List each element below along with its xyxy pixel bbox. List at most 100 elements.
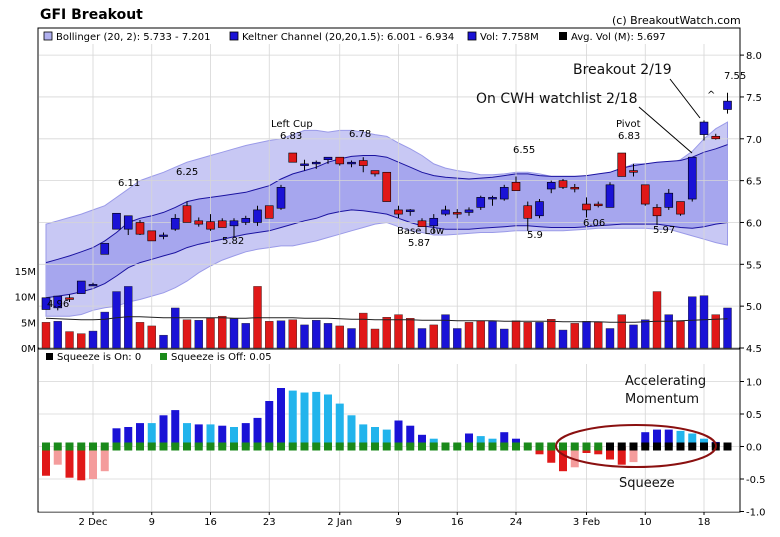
momentum-bar <box>688 433 697 447</box>
volume-tick-label: 10M <box>15 293 36 304</box>
candle-body <box>123 215 133 230</box>
squeeze-dot <box>547 442 556 451</box>
volume-bar <box>594 322 603 349</box>
volume-bar <box>218 315 227 349</box>
momentum-bar <box>136 423 144 447</box>
watchlist-pointer <box>638 106 693 154</box>
squeeze-dot <box>335 442 344 451</box>
candle-body <box>535 201 544 217</box>
momentum-bar <box>629 446 638 463</box>
squeeze-dot <box>53 442 62 451</box>
candle-body <box>53 295 63 309</box>
momentum-bar <box>206 424 215 447</box>
candle-body <box>394 209 403 215</box>
candle-body <box>358 160 368 166</box>
squeeze-dot <box>453 442 462 451</box>
volume-bar <box>417 328 427 349</box>
volume-bar <box>182 319 192 349</box>
volume-bar <box>617 314 626 349</box>
label-582: 5.82 <box>222 236 244 247</box>
candle-body <box>311 161 321 165</box>
volume-bar <box>641 319 650 349</box>
squeeze-dot <box>500 442 509 451</box>
volume-tick-label: 0M <box>21 344 36 355</box>
volume-bar <box>147 325 156 349</box>
squeeze-dot <box>476 442 485 451</box>
volume-bar <box>394 314 403 349</box>
candle-body <box>605 184 615 208</box>
legend-volume: Vol: 7.758M <box>480 32 539 43</box>
volume-bar <box>53 321 62 349</box>
x-tick-label: 16 <box>451 517 464 528</box>
watchlist-annotation: On CWH watchlist 2/18 <box>476 91 637 107</box>
volume-bar <box>77 333 86 349</box>
candle-body <box>629 170 638 173</box>
momentum-bar <box>100 446 109 472</box>
label-755: 7.55 <box>724 71 746 82</box>
volume-bar <box>406 318 415 349</box>
squeeze-dot <box>382 442 391 451</box>
base-low-value: 5.87 <box>408 238 430 249</box>
squeeze-dot <box>441 442 450 451</box>
bollinger-swatch <box>43 31 53 41</box>
squeeze-dot <box>606 442 614 451</box>
volume-bar <box>300 324 309 349</box>
squeeze-dot <box>218 442 227 451</box>
candle-body <box>147 230 157 242</box>
squeeze-dot <box>300 442 309 451</box>
candle-body <box>135 222 145 235</box>
momentum-bar <box>112 428 121 447</box>
momentum-bar <box>230 427 238 447</box>
volume-bar <box>511 320 521 349</box>
avg-volume-swatch <box>559 32 567 40</box>
candle-body <box>441 209 450 215</box>
squeeze-dot <box>676 442 685 451</box>
squeeze-dot <box>653 442 661 451</box>
price-tick-label: 4.5 <box>746 344 762 355</box>
legend-squeeze-on: Squeeze is On: 0 <box>57 352 141 363</box>
volume-layer <box>41 286 732 349</box>
left-cup-value: 6.83 <box>280 131 302 142</box>
squeeze-dot <box>312 442 321 451</box>
squeeze-dot <box>288 442 297 451</box>
momentum-bar <box>676 430 685 447</box>
volume-bar <box>253 286 262 349</box>
left-cup-label: Left Cup <box>271 119 313 130</box>
candle-body <box>253 209 262 223</box>
candle-body <box>476 197 486 208</box>
squeeze-dot <box>324 442 332 451</box>
momentum-bar <box>53 446 62 465</box>
squeeze-dot <box>241 442 250 451</box>
squeeze-dot <box>488 442 497 451</box>
base-low-label: Base Low <box>397 226 444 237</box>
candle-body <box>593 203 603 207</box>
chart-title: GFI Breakout <box>40 7 143 23</box>
candle-body <box>558 180 568 188</box>
candle-body <box>217 220 227 228</box>
momentum-bar <box>312 391 321 447</box>
momentum-bar <box>547 446 556 463</box>
candle-body <box>229 220 239 227</box>
volume-bar <box>488 321 497 349</box>
bollinger-band <box>45 121 728 317</box>
momentum-bar <box>65 446 74 478</box>
volume-bar <box>65 331 74 349</box>
momentum-tick-label: 0.0 <box>746 443 762 454</box>
momentum-bar <box>265 401 274 447</box>
candle-body <box>112 212 121 230</box>
label-59: 5.9 <box>527 230 543 241</box>
momentum-bar <box>124 427 133 447</box>
squeeze-dot <box>535 442 544 451</box>
squeeze-dot <box>664 442 673 451</box>
squeeze-dot <box>159 442 168 451</box>
candle-body <box>464 209 474 213</box>
volume-bar <box>582 321 591 349</box>
pivot-label: Pivot <box>616 119 641 130</box>
momentum-bar <box>653 429 661 447</box>
volume-bar <box>547 319 556 349</box>
legend-avg-volume: Avg. Vol (M): 5.697 <box>571 32 666 43</box>
label-597: 5.97 <box>653 225 675 236</box>
x-tick-label: 2 Dec <box>79 517 108 528</box>
volume-bar <box>312 320 321 349</box>
volume-bar <box>100 311 109 349</box>
